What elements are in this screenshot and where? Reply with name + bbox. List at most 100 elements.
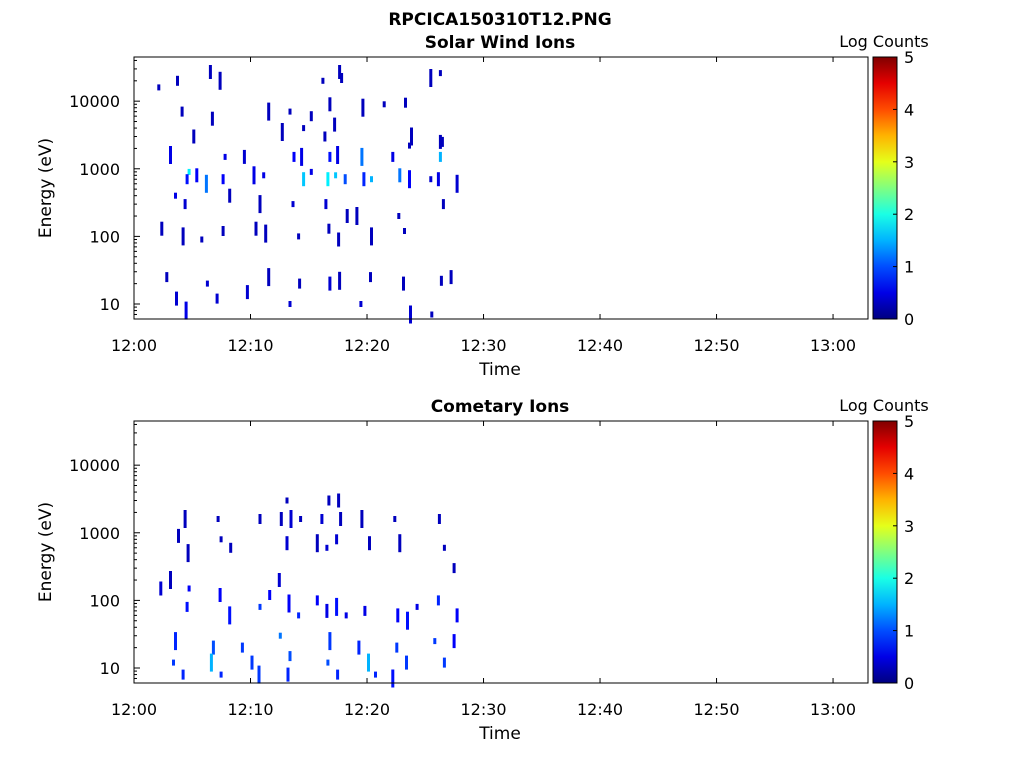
figure-title: RPCICA150310T12.PNG xyxy=(388,10,611,30)
colorbar-tick-label: 2 xyxy=(904,205,914,224)
heatmap-cell xyxy=(328,276,332,291)
heatmap-cell xyxy=(327,495,331,506)
heatmap-cell xyxy=(335,597,339,616)
y-tick-label: 1000 xyxy=(79,160,120,179)
heatmap-cell xyxy=(200,236,204,243)
heatmap-cell xyxy=(257,665,261,684)
solar-wind-ions-panel: Solar Wind Ions 12:00 12:10 12:20 12:30 12:4… xyxy=(36,32,929,380)
x-tick-label: 12:10 xyxy=(227,336,273,355)
y-tick-label: 100 xyxy=(89,591,120,610)
heatmap-cell xyxy=(299,516,303,522)
heatmap-cell xyxy=(268,590,272,600)
heatmap-cell xyxy=(362,172,366,187)
heatmap-cell xyxy=(368,536,371,551)
heatmap-cell xyxy=(169,146,172,164)
colorbar-tick-label: 3 xyxy=(904,153,914,172)
heatmap-cell xyxy=(370,176,373,183)
heatmap-cell xyxy=(374,671,377,678)
colorbar-gradient xyxy=(872,56,898,320)
heatmap-cell xyxy=(455,608,459,623)
heatmap-cell xyxy=(429,69,433,87)
solar-wind-ions-title: Solar Wind Ions xyxy=(425,33,576,53)
heatmap-cell xyxy=(436,595,440,606)
heatmap-cell xyxy=(221,226,225,236)
cometary-xlabel: Time xyxy=(478,724,521,744)
heatmap-cell xyxy=(369,272,372,283)
heatmap-cell xyxy=(338,271,342,290)
heatmap-cell xyxy=(395,642,399,653)
heatmap-cell xyxy=(360,147,364,166)
heatmap-cell xyxy=(324,199,328,210)
y-tick-label: 100 xyxy=(89,227,120,246)
heatmap-cell xyxy=(177,528,180,543)
heatmap-cell xyxy=(250,655,254,670)
heatmap-cell xyxy=(408,142,411,149)
x-tick-label: 13:00 xyxy=(810,336,856,355)
y-tick-label: 10000 xyxy=(69,456,120,475)
heatmap-cell xyxy=(219,536,223,543)
heatmap-cell xyxy=(297,233,301,240)
heatmap-cell xyxy=(180,106,184,117)
colorbar-tick-label: 4 xyxy=(904,464,914,483)
heatmap-cell xyxy=(393,516,397,522)
heatmap-cell xyxy=(449,270,453,285)
heatmap-cell xyxy=(355,207,359,225)
heatmap-cell xyxy=(267,268,271,287)
heatmap-cell xyxy=(185,601,189,612)
heatmap-cell xyxy=(328,97,332,112)
x-tick-label: 12:20 xyxy=(344,700,390,719)
heatmap-cell xyxy=(357,640,361,655)
heatmap-cell xyxy=(291,201,295,208)
heatmap-cell xyxy=(215,293,219,304)
heatmap-cell xyxy=(229,542,233,553)
heatmap-cell xyxy=(258,603,262,610)
colorbar-tick-label: 1 xyxy=(904,622,914,641)
heatmap-cell xyxy=(323,131,327,142)
heatmap-cell xyxy=(218,71,222,90)
heatmap-cell xyxy=(285,536,289,551)
colorbar-tick-label: 0 xyxy=(904,310,914,329)
x-tick-label: 12:50 xyxy=(693,336,739,355)
heatmap-cell xyxy=(334,172,338,179)
heatmap-cell xyxy=(440,136,444,147)
heatmap-cell xyxy=(437,514,441,524)
heatmap-cell xyxy=(309,168,313,175)
heatmap-cell xyxy=(327,223,331,234)
heatmap-cell xyxy=(186,544,190,563)
x-tick-label: 12:00 xyxy=(111,336,157,355)
heatmap-cell xyxy=(302,172,306,187)
x-tick-label: 12:40 xyxy=(577,700,623,719)
cometary-ylabel: Energy (eV) xyxy=(36,502,56,602)
heatmap-cell xyxy=(292,151,296,162)
heatmap-cell xyxy=(228,188,232,203)
heatmap-cell xyxy=(343,174,347,185)
heatmap-cell xyxy=(325,544,329,551)
heatmap-cell xyxy=(360,510,364,528)
heatmap-cell xyxy=(315,595,319,606)
heatmap-cell xyxy=(208,65,212,79)
colorbar-tick-label: 2 xyxy=(904,569,914,588)
heatmap-cell xyxy=(258,514,262,524)
heatmap-cell xyxy=(370,227,373,246)
heatmap-cell xyxy=(277,573,281,587)
x-tick-label: 12:00 xyxy=(111,700,157,719)
heatmap-cell xyxy=(287,594,291,613)
y-tick-label: 1000 xyxy=(79,524,120,543)
heatmap-cell xyxy=(258,195,262,214)
heatmap-cell xyxy=(278,632,282,639)
heatmap-cell xyxy=(430,311,434,318)
y-tick-label: 10 xyxy=(100,295,120,314)
colorbar-tick-label: 3 xyxy=(904,517,914,536)
colorbar-tick-label: 5 xyxy=(904,412,914,431)
heatmap-cell xyxy=(442,544,446,551)
heatmap-cell xyxy=(159,581,163,596)
solar-wind-ylabel: Energy (eV) xyxy=(36,138,56,238)
heatmap-cell xyxy=(328,151,332,162)
heatmap-cell xyxy=(398,168,402,183)
cometary-colorbar-label: Log Counts xyxy=(839,396,929,415)
heatmap-cell xyxy=(405,655,408,670)
heatmap-cell xyxy=(264,224,268,243)
heatmap-cell xyxy=(165,272,169,283)
heatmap-cell xyxy=(279,512,283,526)
heatmap-cell xyxy=(210,111,214,126)
